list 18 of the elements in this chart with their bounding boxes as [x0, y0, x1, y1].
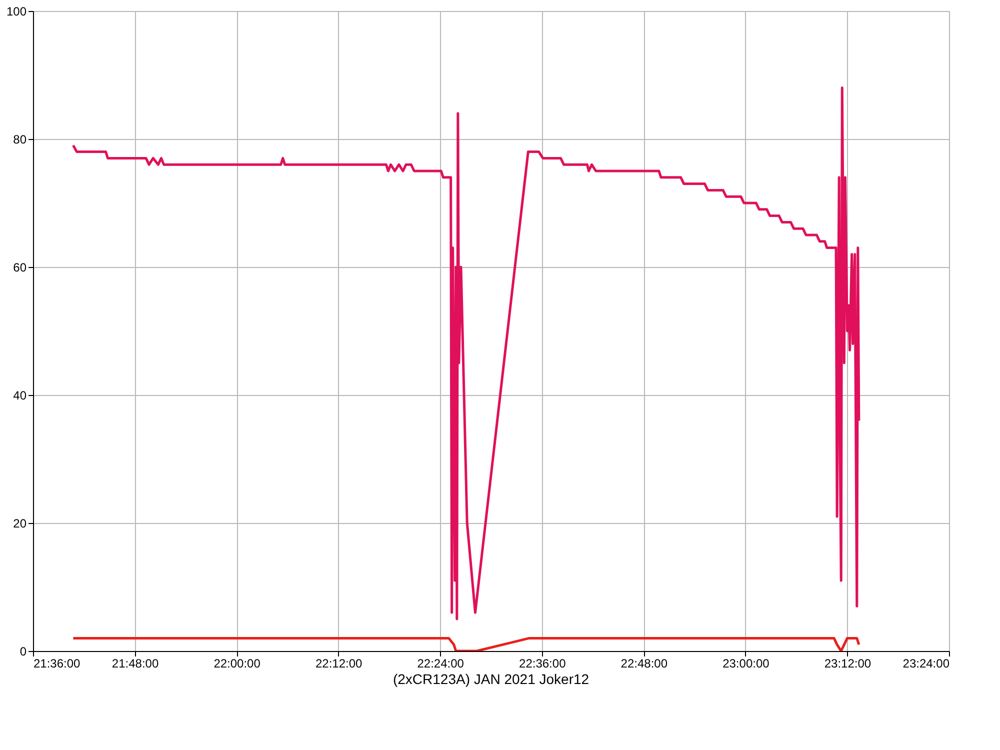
x-tick-label: 22:12:00 [315, 656, 363, 670]
line-series [72, 86, 860, 620]
x-tick-label: 23:24:00 [902, 656, 950, 670]
y-tick-label: 80 [13, 132, 27, 146]
y-tick-label: 20 [13, 516, 27, 530]
x-tick-label: 23:12:00 [824, 656, 872, 670]
x-tick-label: 22:36:00 [519, 656, 566, 670]
x-tick-label: 21:48:00 [112, 656, 159, 670]
x-tick-label: 22:00:00 [214, 656, 261, 670]
x-tick-label: 22:24:00 [417, 656, 464, 670]
y-tick-label: 0 [20, 644, 27, 658]
y-tick-label: 60 [13, 260, 27, 274]
y-tick-label: 40 [13, 388, 27, 402]
x-tick-label: 21:36:00 [34, 656, 81, 670]
x-tick-label: 22:48:00 [620, 656, 668, 670]
text: (2xCR123A) JAN 2021 Joker12 [392, 671, 590, 687]
y-tick-label: 100 [6, 4, 27, 18]
x-tick-label: 23:00:00 [722, 656, 770, 670]
